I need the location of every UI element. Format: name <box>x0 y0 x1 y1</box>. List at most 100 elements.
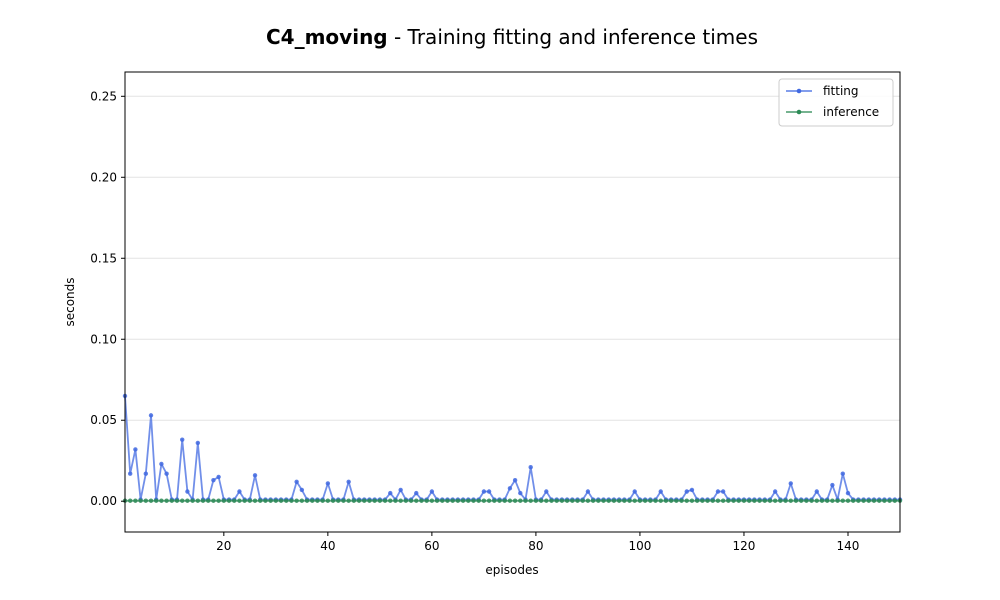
data-point-fitting <box>632 489 637 494</box>
chart-title: C4_moving - Training fitting and inferen… <box>266 25 758 49</box>
data-point-inference <box>590 498 596 503</box>
data-point-fitting <box>414 490 419 496</box>
data-point-inference <box>284 498 289 503</box>
data-point-inference <box>648 498 653 503</box>
data-point-inference <box>226 498 232 503</box>
data-point-inference <box>585 498 591 503</box>
data-point-inference <box>518 498 523 503</box>
data-point-inference <box>824 498 830 503</box>
data-point-fitting <box>481 489 487 494</box>
data-point-inference <box>772 498 778 503</box>
data-point-inference <box>856 498 861 503</box>
data-point-fitting <box>544 489 549 494</box>
data-point-inference <box>632 498 637 503</box>
data-point-inference <box>679 498 684 503</box>
data-point-inference <box>564 498 570 503</box>
data-point-inference <box>336 498 341 503</box>
data-point-fitting <box>845 490 851 496</box>
data-point-fitting <box>211 477 216 483</box>
data-point-fitting <box>658 489 663 494</box>
data-point-inference <box>315 498 320 503</box>
data-point-inference <box>533 498 539 503</box>
data-point-inference <box>325 498 331 503</box>
data-point-inference <box>481 498 487 503</box>
data-point-inference <box>351 498 357 503</box>
data-point-inference <box>882 498 887 503</box>
data-point-inference <box>492 498 497 503</box>
y-tick-label: 0.00 <box>90 494 117 508</box>
data-point-inference <box>580 498 585 503</box>
data-point-inference <box>523 498 528 503</box>
data-point-inference <box>216 498 221 503</box>
data-point-fitting <box>195 440 201 446</box>
data-point-inference <box>570 498 575 503</box>
data-point-fitting <box>788 481 793 486</box>
data-point-fitting <box>185 489 190 494</box>
data-point-inference <box>440 498 445 503</box>
data-point-inference <box>502 498 507 503</box>
data-point-inference <box>148 498 154 503</box>
data-point-fitting <box>528 465 533 470</box>
data-point-fitting <box>518 490 523 496</box>
data-point-inference <box>221 498 227 503</box>
data-point-inference <box>159 498 164 503</box>
data-point-inference <box>143 498 149 503</box>
data-point-inference <box>299 498 305 503</box>
data-point-inference <box>206 498 211 503</box>
data-point-inference <box>736 498 741 503</box>
data-point-inference <box>674 498 679 503</box>
data-point-inference <box>705 498 710 503</box>
data-point-inference <box>783 498 788 503</box>
data-point-inference <box>793 498 799 503</box>
x-tick-label: 80 <box>528 539 543 553</box>
data-point-inference <box>154 498 159 503</box>
data-point-inference <box>434 498 440 503</box>
data-point-inference <box>356 498 362 503</box>
data-point-inference <box>814 498 819 503</box>
data-point-inference <box>892 498 897 503</box>
data-point-fitting <box>429 489 435 494</box>
data-point-fitting <box>507 486 513 491</box>
data-point-fitting <box>128 471 133 476</box>
data-point-inference <box>247 498 253 503</box>
data-point-fitting <box>720 489 726 494</box>
data-point-inference <box>684 498 689 503</box>
data-point-inference <box>367 498 372 503</box>
plot-frame <box>124 71 901 533</box>
data-point-inference <box>471 498 476 503</box>
data-point-inference <box>788 498 793 503</box>
data-point-inference <box>850 498 856 503</box>
y-tick-label: 0.20 <box>90 170 117 184</box>
data-point-inference <box>653 498 658 503</box>
chart-title-bold: C4_moving <box>266 25 388 49</box>
data-point-inference <box>757 498 762 503</box>
data-point-inference <box>486 498 492 503</box>
data-point-inference <box>211 498 216 503</box>
series-line-fitting <box>124 395 900 501</box>
data-point-inference <box>804 498 809 503</box>
data-point-fitting <box>299 487 305 493</box>
data-point-inference <box>538 498 544 503</box>
y-tick-label: 0.05 <box>90 413 117 427</box>
data-point-fitting <box>148 413 154 418</box>
data-point-inference <box>382 498 388 503</box>
data-point-inference <box>694 498 700 503</box>
data-point-inference <box>268 498 273 503</box>
x-tick-label: 140 <box>837 539 860 553</box>
data-point-fitting <box>294 479 299 484</box>
data-point-inference <box>554 498 559 503</box>
data-point-fitting <box>512 477 518 483</box>
data-point-inference <box>403 498 409 503</box>
data-point-inference <box>310 498 315 503</box>
data-point-fitting <box>715 489 721 494</box>
data-point-inference <box>185 498 190 503</box>
data-point-inference <box>715 498 721 503</box>
grid-lines <box>125 95 900 502</box>
y-tick-label: 0.25 <box>90 89 117 103</box>
data-point-inference <box>559 498 565 503</box>
data-point-inference <box>476 498 481 503</box>
data-point-fitting <box>388 490 393 496</box>
data-point-inference <box>731 498 736 503</box>
data-point-inference <box>258 498 263 503</box>
